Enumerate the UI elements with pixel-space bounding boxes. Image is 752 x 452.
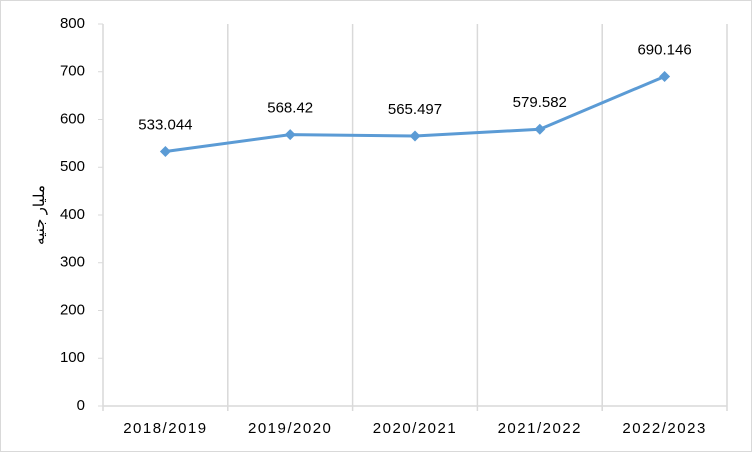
data-label: 565.497 — [388, 101, 442, 118]
y-tick-label: 200 — [60, 301, 85, 318]
data-label: 533.044 — [138, 116, 192, 133]
data-label: 579.582 — [513, 94, 567, 111]
y-tick-label: 700 — [60, 63, 85, 80]
x-tick-label: 2018/2019 — [123, 420, 207, 437]
y-tick-label: 400 — [60, 206, 85, 223]
marker — [409, 130, 421, 142]
y-tick-label: 100 — [60, 349, 85, 366]
y-tick-label: 300 — [60, 254, 85, 271]
x-tick-label: 2019/2020 — [248, 420, 332, 437]
y-tick-label: 0 — [77, 397, 85, 414]
y-tick-label: 500 — [60, 158, 85, 175]
marker — [159, 145, 171, 157]
data-label: 690.146 — [637, 41, 691, 58]
y-tick-label: 600 — [60, 110, 85, 127]
marker — [659, 70, 671, 82]
x-tick-label: 2022/2023 — [622, 420, 706, 437]
marker — [534, 123, 546, 135]
y-axis-label: مليار جنيه — [31, 185, 48, 245]
x-tick-label: 2021/2022 — [498, 420, 582, 437]
x-tick-label: 2020/2021 — [373, 420, 457, 437]
data-label: 568.42 — [267, 100, 313, 117]
marker — [284, 129, 296, 141]
y-tick-label: 800 — [60, 15, 85, 32]
